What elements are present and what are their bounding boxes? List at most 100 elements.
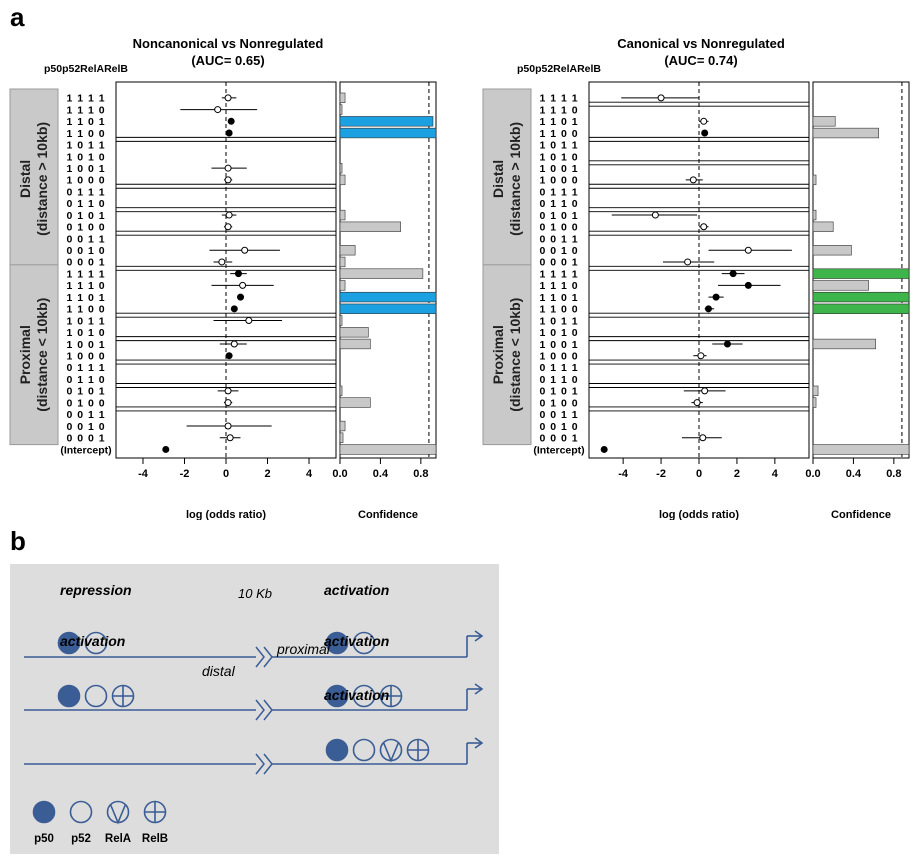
symbol-rela-icon — [379, 738, 403, 763]
figure-panel-a: a Noncanonical vs Nonregulated (AUC= 0.65… — [9, 2, 910, 520]
symbol-p52-icon — [352, 738, 376, 762]
estimate-point — [225, 352, 233, 360]
p50-circle — [57, 684, 81, 708]
row-label: 1 1 1 0 — [539, 280, 578, 292]
legend-label: p52 — [71, 833, 91, 845]
v-mark — [382, 742, 400, 763]
row-label: 0 0 1 1 — [66, 409, 105, 421]
row-label: 0 1 0 0 — [539, 397, 578, 409]
row-label: 1 1 0 0 — [66, 128, 105, 140]
confidence-bar — [339, 221, 401, 232]
right-label: activation — [324, 687, 389, 703]
estimate-point — [224, 94, 232, 102]
row-label: 1 0 1 0 — [66, 151, 105, 163]
x-tick-label: 0 — [223, 468, 229, 480]
symbol-p50-icon — [325, 738, 349, 762]
confidence-bar — [339, 338, 371, 350]
right-label: activation — [324, 633, 389, 649]
row-label: 0 0 1 1 — [539, 233, 578, 245]
group-label-line: Distal — [490, 160, 506, 198]
confidence-bar — [812, 268, 910, 279]
estimate-point — [600, 445, 608, 453]
row-label: 1 0 0 0 — [66, 175, 105, 187]
estimate-point — [224, 387, 232, 395]
group-box — [9, 264, 59, 446]
confidence-bar — [339, 256, 346, 268]
estimate-point — [224, 422, 232, 430]
row-label: 0 1 1 0 — [539, 374, 578, 386]
x-tick-label: 2 — [734, 468, 740, 480]
distal-label: distal — [202, 663, 236, 679]
confidence-bar — [812, 397, 817, 408]
estimate-point — [701, 387, 709, 395]
row-label: 0 1 1 0 — [66, 374, 105, 386]
confidence-bar — [339, 315, 343, 326]
row-label: 0 1 0 0 — [66, 397, 105, 409]
open-circle — [84, 684, 108, 708]
break-mark-icon — [255, 699, 265, 721]
x-tick-label: -2 — [180, 468, 190, 480]
break-mark-icon — [255, 753, 265, 775]
confidence-axis-label: Confidence — [831, 509, 891, 520]
symbol-relb-icon — [379, 684, 403, 708]
row-label: 0 1 0 0 — [539, 222, 578, 234]
row-label: 0 0 1 0 — [539, 421, 578, 433]
estimate-point — [693, 399, 701, 407]
estimate-point — [684, 258, 692, 266]
row-label: 0 0 1 0 — [66, 245, 105, 257]
x-tick-label: -4 — [618, 468, 629, 480]
group-label-line: (distance > 10kb) — [507, 122, 523, 236]
x-tick-label: 2 — [264, 468, 270, 480]
group-label-line: (distance < 10kb) — [34, 298, 50, 412]
open-circle — [352, 684, 376, 708]
symbol-p52-icon — [84, 631, 108, 655]
panel-label-a: a — [10, 2, 25, 32]
arrow-head-icon — [474, 737, 484, 749]
row-label: 1 1 1 1 — [539, 93, 578, 105]
estimate-point — [239, 281, 247, 289]
estimate-point — [225, 211, 233, 219]
row-label: 1 1 0 1 — [66, 116, 105, 128]
estimate-point — [699, 434, 707, 442]
open-circle — [69, 800, 93, 824]
break-mark-icon — [255, 646, 265, 668]
row-label: 1 0 0 1 — [66, 163, 105, 175]
estimate-point — [225, 129, 233, 137]
confidence-bar — [339, 420, 346, 432]
confidence-axis-label: Confidence — [358, 509, 418, 520]
row-label: 1 1 1 0 — [66, 104, 105, 116]
estimate-point — [729, 270, 737, 278]
group-label-line: Distal — [17, 160, 33, 198]
chart-canonical: Canonical vs Nonregulated (AUC= 0.74) p50p… — [482, 36, 910, 520]
row-label: 1 0 0 0 — [539, 175, 578, 187]
estimate-point — [700, 223, 708, 231]
estimate-point — [723, 340, 731, 348]
confidence-bar — [812, 127, 879, 139]
p50-circle — [325, 738, 349, 762]
x-tick-label: 0 — [696, 468, 702, 480]
confidence-bar — [812, 221, 834, 232]
right-label: activation — [324, 582, 389, 598]
estimate-point — [224, 223, 232, 231]
group-label-line: (distance > 10kb) — [34, 122, 50, 236]
confidence-bar — [339, 116, 434, 127]
x-tick-label: -2 — [656, 468, 666, 480]
column-header: p50p52RelARelB — [517, 63, 601, 75]
row-label: 1 0 0 1 — [539, 163, 578, 175]
panel-label-b: b — [10, 526, 26, 556]
row-label: 1 0 0 1 — [66, 339, 105, 351]
confidence-bar — [339, 245, 356, 256]
confidence-bar — [812, 116, 836, 127]
chart-title: Noncanonical vs Nonregulated — [133, 36, 324, 51]
row-label: 0 1 0 0 — [66, 222, 105, 234]
estimate-point — [700, 117, 708, 125]
row-label: (Intercept) — [533, 444, 584, 456]
diagram-background — [10, 564, 499, 854]
estimate-point — [689, 176, 697, 184]
estimate-point — [651, 211, 659, 219]
row-label: 0 0 1 0 — [539, 245, 578, 257]
symbol-p52-icon — [352, 684, 376, 708]
row-label: 0 1 1 1 — [66, 362, 105, 374]
row-label: 1 0 1 1 — [539, 315, 578, 327]
row-label: 0 0 1 0 — [66, 421, 105, 433]
